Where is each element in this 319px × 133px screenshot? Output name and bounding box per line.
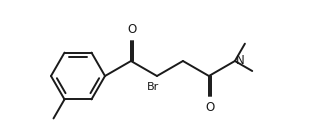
Text: Br: Br	[147, 82, 159, 92]
Text: O: O	[205, 101, 215, 114]
Text: N: N	[236, 55, 245, 68]
Text: O: O	[127, 23, 137, 36]
